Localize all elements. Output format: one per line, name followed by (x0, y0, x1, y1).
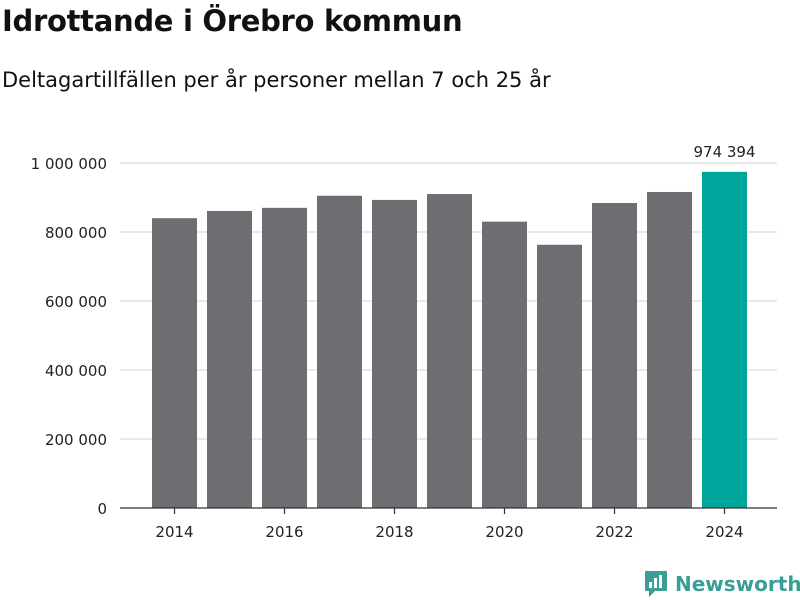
x-tick-label: 2014 (155, 523, 193, 541)
bar-2023 (647, 191, 692, 509)
bar-2016 (262, 207, 307, 508)
y-tick-label: 200 000 (45, 431, 107, 449)
x-axis-ticks: 2014 2016 2018 2020 2022 2024 (155, 508, 744, 541)
bar-2017 (317, 195, 362, 508)
y-tick-label: 800 000 (45, 224, 107, 242)
bar-2024 (702, 171, 747, 508)
y-tick-label: 1 000 000 (31, 155, 107, 173)
chart-title: Idrottande i Örebro kommun (2, 4, 463, 38)
x-tick-label: 2016 (265, 523, 303, 541)
bar-2020 (482, 221, 527, 508)
data-label: 974 394 (693, 143, 755, 161)
bar-chart: 0 200 000 400 000 600 000 800 000 1 000 000 9… (31, 143, 777, 541)
y-axis-ticks: 0 200 000 400 000 600 000 800 000 1 000 000 (31, 155, 107, 518)
x-tick-label: 2018 (375, 523, 413, 541)
bars (152, 171, 747, 509)
x-tick-label: 2022 (595, 523, 633, 541)
bar-2018 (372, 199, 417, 509)
bar-2014 (152, 218, 197, 508)
bar-2021 (537, 244, 582, 508)
chart-subtitle: Deltagartillfällen per år personer mella… (2, 68, 551, 92)
bar-2022 (592, 203, 637, 508)
brand-logo[interactable]: Newsworthy (643, 568, 800, 600)
x-tick-label: 2024 (705, 523, 743, 541)
y-tick-label: 400 000 (45, 362, 107, 380)
y-tick-label: 600 000 (45, 293, 107, 311)
brand-name: Newsworthy (675, 572, 800, 596)
bar-2015 (207, 210, 252, 508)
newsworthy-logo-icon (645, 571, 667, 597)
y-tick-label: 0 (97, 500, 107, 518)
data-labels: 974 394 (693, 143, 755, 161)
x-tick-label: 2020 (485, 523, 523, 541)
bar-2019 (427, 194, 472, 509)
